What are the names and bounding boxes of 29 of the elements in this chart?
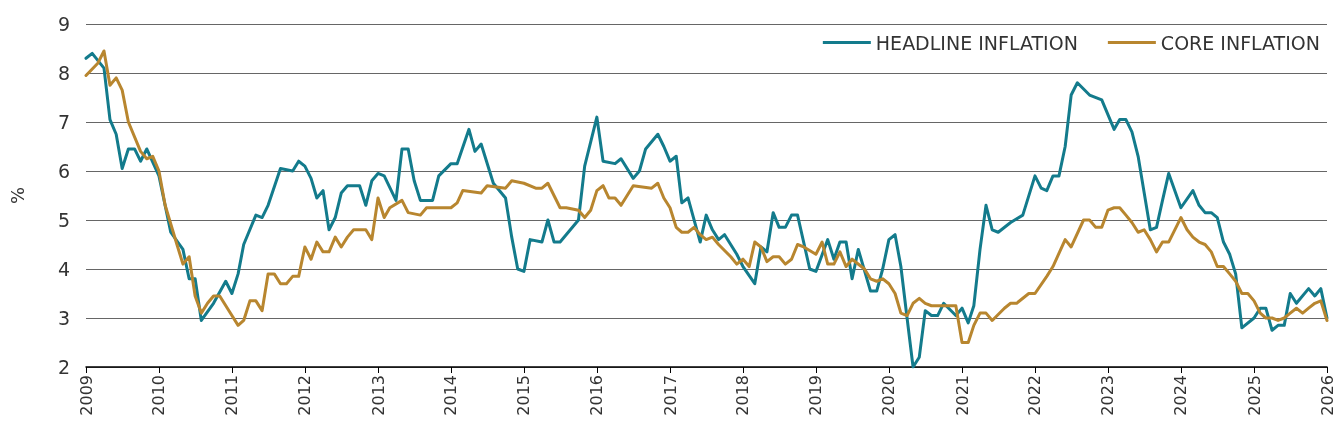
x-tick-label: 2017 xyxy=(660,375,680,416)
x-tick-label: 2020 xyxy=(879,375,899,416)
x-tick-label: 2025 xyxy=(1244,375,1264,416)
y-tick-label: 2 xyxy=(57,356,70,378)
legend-label: CORE INFLATION xyxy=(1160,31,1321,54)
x-tick-label: 2023 xyxy=(1098,375,1118,416)
x-tick-label: 2022 xyxy=(1025,375,1045,416)
x-tick-label: 2015 xyxy=(514,375,534,416)
x-tick-label: 2011 xyxy=(222,375,242,416)
y-tick-label: 6 xyxy=(57,160,70,182)
legend-label: HEADLINE INFLATION xyxy=(875,31,1078,54)
x-tick-label: 2016 xyxy=(587,375,607,416)
x-tick-label: 2014 xyxy=(441,375,461,416)
x-tick-label: 2009 xyxy=(76,375,96,416)
x-tick-label: 2021 xyxy=(952,375,972,416)
y-tick-label: 7 xyxy=(57,111,70,133)
y-tick-label: 8 xyxy=(57,62,70,84)
x-tick-label: 2019 xyxy=(806,375,826,416)
x-tick-label: 2010 xyxy=(149,375,169,416)
x-tick-label: 2018 xyxy=(733,375,753,416)
x-tick-label: 2026 xyxy=(1317,375,1337,416)
y-tick-label: 5 xyxy=(57,209,70,231)
y-tick-label: 9 xyxy=(57,13,70,35)
x-tick-label: 2013 xyxy=(368,375,388,416)
y-axis-title: % xyxy=(6,186,28,205)
x-tick-label: 2012 xyxy=(295,375,315,416)
y-tick-label: 3 xyxy=(57,307,70,329)
y-tick-label: 4 xyxy=(57,258,70,280)
x-tick-label: 2024 xyxy=(1171,375,1191,416)
